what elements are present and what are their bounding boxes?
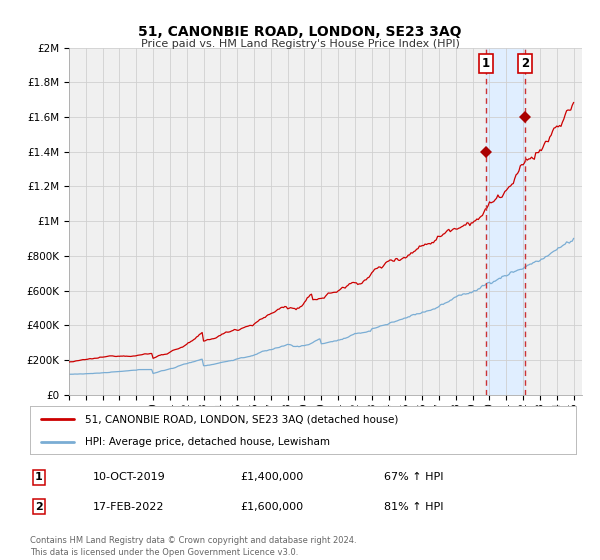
Text: 1: 1 <box>35 472 43 482</box>
Text: 17-FEB-2022: 17-FEB-2022 <box>93 502 164 512</box>
Text: 10-OCT-2019: 10-OCT-2019 <box>93 472 166 482</box>
Text: 2: 2 <box>521 57 529 70</box>
Text: Price paid vs. HM Land Registry's House Price Index (HPI): Price paid vs. HM Land Registry's House … <box>140 39 460 49</box>
Text: 51, CANONBIE ROAD, LONDON, SE23 3AQ: 51, CANONBIE ROAD, LONDON, SE23 3AQ <box>138 25 462 39</box>
Text: 1: 1 <box>482 57 490 70</box>
Text: Contains HM Land Registry data © Crown copyright and database right 2024.
This d: Contains HM Land Registry data © Crown c… <box>30 536 356 557</box>
Bar <box>486 48 525 395</box>
Text: HPI: Average price, detached house, Lewisham: HPI: Average price, detached house, Lewi… <box>85 437 329 447</box>
Text: 51, CANONBIE ROAD, LONDON, SE23 3AQ (detached house): 51, CANONBIE ROAD, LONDON, SE23 3AQ (det… <box>85 414 398 424</box>
Text: £1,600,000: £1,600,000 <box>240 502 303 512</box>
Text: £1,400,000: £1,400,000 <box>240 472 303 482</box>
Text: 2: 2 <box>35 502 43 512</box>
Text: 67% ↑ HPI: 67% ↑ HPI <box>384 472 443 482</box>
Text: 81% ↑ HPI: 81% ↑ HPI <box>384 502 443 512</box>
